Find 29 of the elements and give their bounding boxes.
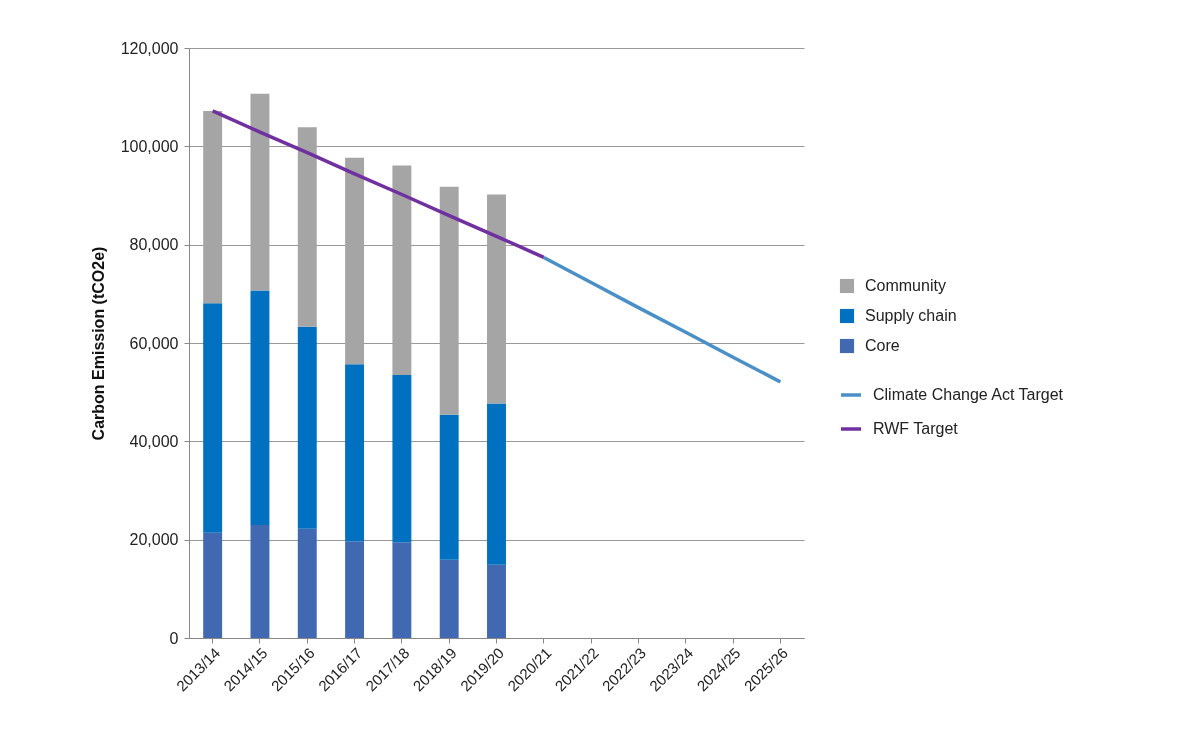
line-series: [210, 109, 546, 260]
y-tick-label: 40,000: [129, 432, 179, 450]
bar: [439, 559, 459, 638]
y-tick-label: 100,000: [120, 137, 179, 155]
bar: [392, 374, 412, 543]
y-tick-label: 0: [169, 629, 179, 647]
y-tick-label: 120,000: [120, 39, 179, 57]
legend-label: RWF Target: [873, 420, 959, 437]
bar: [487, 564, 506, 638]
bar: [487, 403, 506, 565]
y-tick-label: 20,000: [129, 531, 179, 549]
bar: [345, 364, 365, 542]
bar: [203, 532, 223, 638]
bar: [392, 542, 412, 638]
bar: [345, 541, 365, 638]
y-tick-label: 80,000: [129, 236, 179, 254]
bar: [297, 326, 317, 529]
bar: [250, 290, 270, 525]
bar: [439, 414, 459, 560]
legend-label: Core: [865, 337, 900, 354]
line-series: [542, 255, 783, 384]
y-tick-label: 60,000: [129, 334, 179, 352]
legend-label: Community: [865, 277, 946, 294]
legend-label: Climate Change Act Target: [873, 386, 1064, 403]
bar: [297, 528, 317, 638]
bar: [203, 303, 223, 533]
bar: [250, 524, 270, 638]
y-axis-title: Carbon Emission (tCO2e): [89, 246, 107, 441]
legend-label: Supply chain: [865, 307, 957, 324]
